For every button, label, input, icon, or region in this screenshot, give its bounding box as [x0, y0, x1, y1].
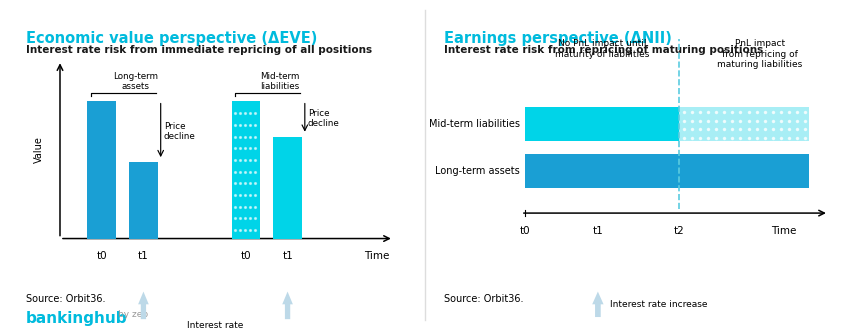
Text: Mid-term
liabilities: Mid-term liabilities: [260, 72, 300, 91]
Text: by zeb: by zeb: [117, 310, 147, 318]
Text: t0: t0: [519, 226, 530, 236]
Text: Earnings perspective (ΔNII): Earnings perspective (ΔNII): [443, 31, 671, 46]
Bar: [129, 162, 158, 239]
Bar: [524, 107, 678, 141]
Text: Long-term
assets: Long-term assets: [113, 72, 158, 91]
Text: t1: t1: [138, 251, 149, 261]
Bar: [678, 107, 808, 141]
Bar: [88, 101, 115, 239]
Text: t2: t2: [672, 226, 684, 236]
Text: Source: Orbit36.: Source: Orbit36.: [443, 294, 523, 304]
Text: Economic value perspective (ΔEVE): Economic value perspective (ΔEVE): [26, 31, 317, 46]
Text: t0: t0: [240, 251, 251, 261]
Text: Long-term assets: Long-term assets: [435, 166, 519, 176]
Bar: [678, 154, 808, 188]
FancyArrow shape: [592, 292, 603, 317]
Text: t0: t0: [96, 251, 107, 261]
Text: Price
decline: Price decline: [164, 122, 195, 141]
Text: Interest rate risk from repricing of maturing positions: Interest rate risk from repricing of mat…: [443, 46, 762, 55]
Text: PnL impact
from repricing of
maturing liabilities: PnL impact from repricing of maturing li…: [716, 39, 802, 69]
Text: Price
decline: Price decline: [307, 109, 339, 128]
Bar: [232, 101, 260, 239]
Text: Interest rate risk from immediate repricing of all positions: Interest rate risk from immediate repric…: [26, 46, 372, 55]
Bar: [524, 154, 678, 188]
Bar: [273, 137, 301, 239]
FancyArrow shape: [282, 292, 293, 319]
Text: Value: Value: [34, 136, 44, 163]
Text: Interest rate increase: Interest rate increase: [610, 300, 707, 309]
Text: Mid-term liabilities: Mid-term liabilities: [429, 119, 519, 129]
Text: Interest rate
increase: Interest rate increase: [187, 321, 244, 330]
Text: bankinghub: bankinghub: [26, 311, 127, 326]
FancyArrow shape: [138, 292, 149, 319]
Text: t1: t1: [282, 251, 293, 261]
Text: Time: Time: [363, 251, 389, 261]
Text: t1: t1: [592, 226, 603, 236]
Text: Time: Time: [771, 226, 796, 236]
Text: Source: Orbit36.: Source: Orbit36.: [26, 294, 105, 304]
Text: No PnL impact until
maturity of liabilities: No PnL impact until maturity of liabilit…: [554, 39, 648, 58]
